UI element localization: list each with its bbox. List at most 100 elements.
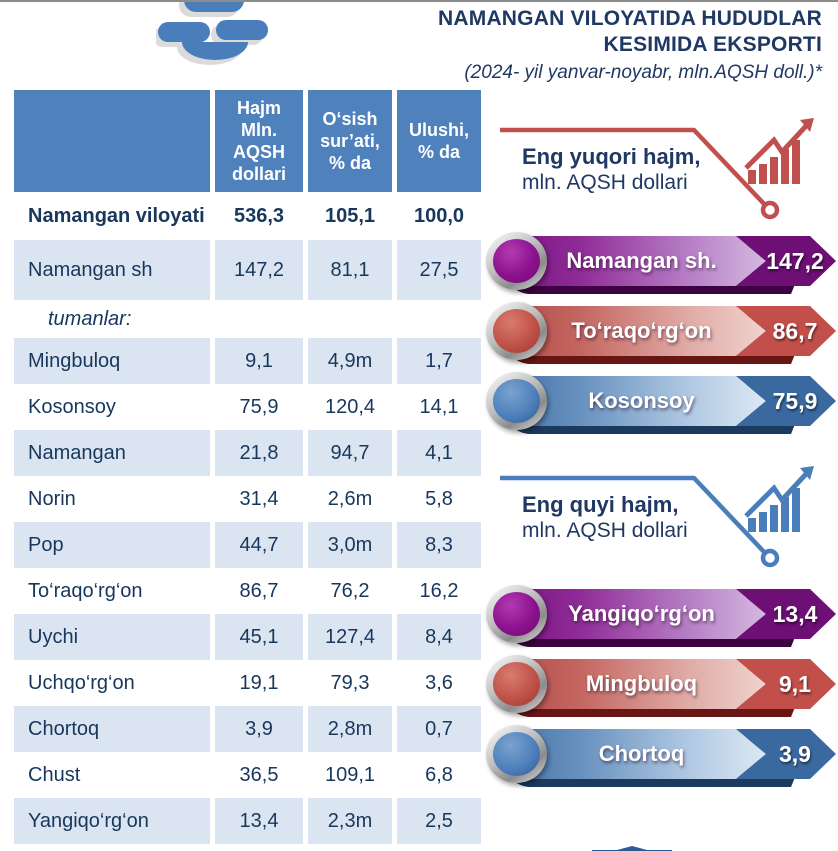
banner-knob-inner [493,239,540,283]
table-row: Chortoq 3,9 2,8m 0,7 [14,706,481,752]
row-ulushi: 1,7 [397,338,481,384]
table-header-row: Hajm Mln. AQSH dollari O‘sish sur’ati, %… [14,90,481,192]
row-osish: 81,1 [308,240,392,300]
row-osish: 4,9m [308,338,392,384]
banner-knob-icon [486,372,547,430]
banner-chortoq: Chortoq 3,9 [486,725,838,779]
row-name: Namangan sh [14,240,210,300]
row-osish: 2,3m [308,798,392,844]
row-ulushi: 8,4 [397,614,481,660]
banner-label: Kosonsoy [588,388,695,413]
emblem-roof [617,846,647,850]
row-osish: 3,0m [308,522,392,568]
row-name: Namangan viloyati [28,204,205,227]
banner-knob-icon [486,655,547,713]
row-name: Kosonsoy [28,395,116,418]
row-name: Mingbuloq [14,338,210,384]
banner-namangan-sh: Namangan sh. 147,2 [486,232,838,286]
banner-label: Yangiqo‘rg‘on [568,601,715,626]
banner-value: 86,7 [772,318,818,344]
title-line-2: KESIMIDA EKSPORTI [603,33,822,56]
row-name: Pop [14,522,210,568]
table-row: Chust 36,5 109,1 6,8 [14,752,481,798]
row-ulushi: 0,7 [397,706,481,752]
title-subtitle: (2024- yil yanvar-noyabr, mln.AQSH doll.… [464,62,822,83]
table-row: Uchqo‘rg‘on 19,1 79,3 3,6 [14,660,481,706]
row-hajm: 75,9 [239,395,279,418]
row-ulushi: 4,1 [397,430,481,476]
row-osish: 120,4 [324,395,376,418]
table-row: Namangan sh 147,2 81,1 27,5 [14,240,481,300]
row-name: Uychi [14,614,210,660]
row-name: Chortoq [14,706,210,752]
row-hajm: 86,7 [239,579,279,602]
row-ulushi: 5,8 [425,487,453,510]
row-osish: 127,4 [308,614,392,660]
banner-knob-icon [486,302,547,360]
section-label: tumanlar: [48,307,132,330]
table-row: Yangiqo‘rg‘on 13,4 2,3m 2,5 [14,798,481,844]
banner-knob-icon [486,725,547,783]
header-osish: O‘sish sur’ati, % da [308,90,392,192]
banner-value: 147,2 [766,248,824,274]
row-ulushi: 14,1 [419,395,459,418]
banner-value: 75,9 [772,388,818,414]
page-title: NAMANGAN VILOYATIDA HUDUDLAR KESIMIDA EK… [438,6,822,85]
empty-cell [308,300,392,338]
row-osish: 105,1 [324,204,376,227]
banner-value: 9,1 [779,671,811,697]
growth-chart-blue-icon [500,466,814,568]
table-row: Uychi 45,1 127,4 8,4 [14,614,481,660]
row-ulushi: 2,5 [397,798,481,844]
highlight-bottom-heading: Eng quyi hajm, mln. AQSH dollari [522,491,762,544]
banner-label: Mingbuloq [585,671,698,696]
row-name: Norin [28,487,76,510]
banner-value: 3,9 [779,741,811,767]
banner-knob-inner [493,379,540,423]
table-row: Namangan 21,8 94,7 4,1 [14,430,481,476]
table-row: Norin 31,4 2,6m 5,8 [14,476,481,522]
row-hajm: 147,2 [215,240,303,300]
highlight-top-title: Eng yuqori hajm, [522,144,701,169]
highlight-top-heading: Eng yuqori hajm, mln. AQSH dollari [522,143,762,196]
row-osish: 2,8m [308,706,392,752]
banner-label: Namangan sh. [566,248,717,273]
highlight-bottom-subtitle: mln. AQSH dollari [522,519,688,542]
row-osish: 2,6m [327,487,373,510]
highlight-bottom-title: Eng quyi hajm, [522,492,679,517]
table-row: Mingbuloq 9,1 4,9m 1,7 [14,338,481,384]
row-ulushi: 100,0 [413,204,465,227]
row-hajm: 19,1 [239,671,279,694]
row-hajm: 3,9 [215,706,303,752]
banner-kosonsoy: Kosonsoy 75,9 [486,372,838,426]
row-name: Uchqo‘rg‘on [28,671,135,694]
row-name: Chust [28,763,81,786]
banner-knob-inner [493,309,540,353]
statistics-agency-logo-icon [156,2,268,65]
table-row: Kosonsoy 75,9 120,4 14,1 [14,384,481,430]
table-row: To‘raqo‘rg‘on 86,7 76,2 16,2 [14,568,481,614]
building-emblem-partial-icon [592,846,672,851]
row-hajm: 31,4 [239,487,279,510]
row-osish: 79,3 [330,671,370,694]
row-hajm: 21,8 [215,430,303,476]
banner-value: 13,4 [772,601,818,627]
banner-knob-inner [493,732,540,776]
row-hajm: 13,4 [215,798,303,844]
table-section-row: tumanlar: [14,300,481,338]
row-hajm: 36,5 [239,763,279,786]
header-region [14,90,210,192]
empty-cell [215,300,303,338]
row-osish: 109,1 [324,763,376,786]
row-name: Yangiqo‘rg‘on [14,798,210,844]
row-hajm: 44,7 [215,522,303,568]
row-ulushi: 8,3 [397,522,481,568]
row-ulushi: 6,8 [425,763,453,786]
banner-knob-icon [486,585,547,643]
banner-knob-inner [493,592,540,636]
row-hajm: 9,1 [215,338,303,384]
row-osish: 76,2 [330,579,370,602]
title-line-1: NAMANGAN VILOYATIDA HUDUDLAR [438,7,822,30]
row-ulushi: 27,5 [397,240,481,300]
